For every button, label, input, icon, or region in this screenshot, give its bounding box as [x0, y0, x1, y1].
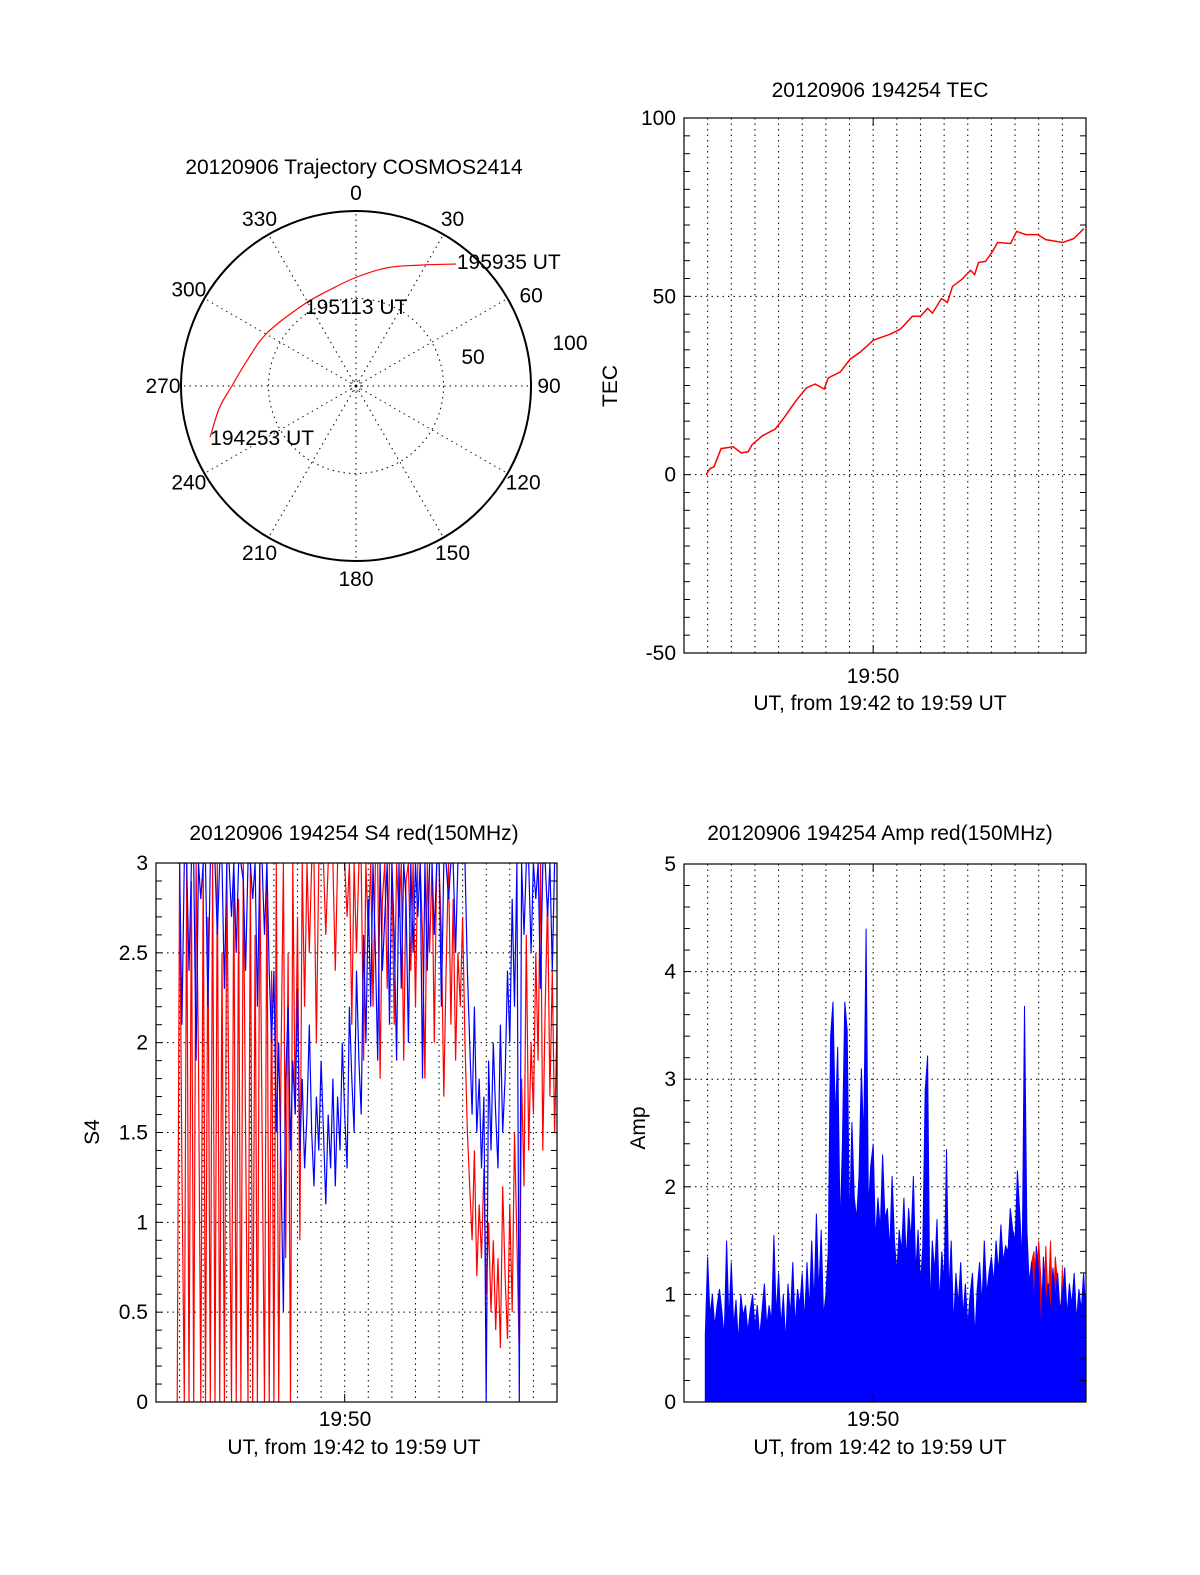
annotation-start-time: 194253 UT: [210, 427, 314, 450]
tec-ticks: -50 0 50 100: [641, 107, 1087, 665]
polar-radius-label-50: 50: [461, 346, 484, 369]
trajectory-polar-plot: 20120906 Trajectory COSMOS2414 0 30 60 90 12…: [145, 156, 587, 591]
trajectory-line: [209, 263, 456, 438]
polar-azimuth-label-270: 270: [145, 375, 180, 398]
y-tick-label: 1: [136, 1211, 148, 1234]
tec-plot: 20120906 194254 TEC -50 0 50 100 19:50 UT, …: [599, 79, 1087, 715]
polar-azimuth-label-180: 180: [338, 568, 373, 591]
y-tick-label: 2: [136, 1032, 148, 1055]
y-tick-label: 0: [136, 1391, 148, 1414]
polar-azimuth-label-60: 60: [519, 285, 542, 308]
s4-ticks: 0 0.5 1 1.5 2 2.5 3: [119, 852, 558, 1414]
tec-grid: [684, 118, 1086, 653]
y-tick-label: 50: [653, 285, 676, 308]
tec-xtick-label: 19:50: [847, 665, 900, 688]
y-tick-label: 5: [664, 853, 676, 876]
polar-azimuth-label-240: 240: [171, 472, 206, 495]
s4-xlabel: UT, from 19:42 to 19:59 UT: [227, 1436, 480, 1459]
tec-line: [705, 228, 1085, 476]
tec-xlabel: UT, from 19:42 to 19:59 UT: [753, 692, 1006, 715]
y-tick-label: 1: [664, 1283, 676, 1306]
s4-blue-line: [177, 863, 557, 1402]
y-tick-label: 1.5: [119, 1122, 148, 1145]
y-tick-label: 2: [664, 1176, 676, 1199]
amp-data: [704, 928, 1087, 1403]
tec-title: 20120906 194254 TEC: [772, 79, 989, 102]
s4-red-line: [176, 863, 557, 1402]
polar-azimuth-label-330: 330: [242, 208, 277, 231]
y-tick-label: 4: [664, 961, 676, 984]
polar-outer-circle: [180, 210, 532, 562]
amp-xtick-label: 19:50: [847, 1408, 900, 1431]
polar-grid: [180, 210, 532, 562]
polar-circle-50: [268, 298, 444, 474]
s4-xtick-label: 19:50: [319, 1408, 372, 1431]
y-tick-label: 0: [664, 464, 676, 487]
plot-frame: [155, 862, 558, 1403]
y-tick-label: 0.5: [119, 1301, 148, 1324]
plot-frame: [683, 117, 1087, 654]
y-tick-label: 3: [664, 1068, 676, 1091]
polar-azimuth-label-30: 30: [441, 208, 464, 231]
s4-title: 20120906 194254 S4 red(150MHz): [189, 822, 518, 845]
amp-blue-area: [704, 928, 1087, 1403]
polar-azimuth-label-0: 0: [350, 182, 362, 205]
s4-data: [176, 863, 557, 1402]
polar-azimuth-label-210: 210: [242, 542, 277, 565]
polar-azimuth-label-120: 120: [506, 472, 541, 495]
amp-plot: 20120906 194254 Amp red(150MHz) 0 1 2 3 4 5 1…: [627, 822, 1087, 1459]
polar-azimuth-label-90: 90: [537, 375, 560, 398]
y-tick-label: 100: [641, 107, 676, 130]
amp-ticks: 0 1 2 3 4 5: [664, 853, 1087, 1414]
polar-azimuth-label-300: 300: [171, 279, 206, 302]
amp-grid: [684, 864, 1086, 1402]
polar-title: 20120906 Trajectory COSMOS2414: [185, 156, 523, 179]
tec-ylabel: TEC: [599, 365, 622, 407]
y-tick-label: -50: [646, 642, 676, 665]
amp-xlabel: UT, from 19:42 to 19:59 UT: [753, 1436, 1006, 1459]
polar-radius-label-100: 100: [552, 332, 587, 355]
tec-data: [705, 228, 1085, 476]
annotation-end-time: 195935 UT: [457, 251, 561, 274]
polar-azimuth-ticks: 0 30 60 90 120 150 180 210 240 270 300 330: [145, 182, 560, 591]
s4-ylabel: S4: [81, 1119, 104, 1145]
s4-plot: 20120906 194254 S4 red(150MHz) 0 0.5 1 1.5 2…: [81, 822, 558, 1459]
amp-ylabel: Amp: [627, 1106, 650, 1149]
annotation-middle-time: 195113 UT: [305, 296, 408, 319]
polar-azimuth-label-150: 150: [435, 542, 470, 565]
y-tick-label: 0: [664, 1391, 676, 1414]
amp-title: 20120906 194254 Amp red(150MHz): [707, 822, 1053, 845]
plot-frame: [683, 863, 1087, 1403]
polar-center-mark: [350, 380, 362, 392]
y-tick-label: 3: [136, 852, 148, 875]
y-tick-label: 2.5: [119, 942, 148, 965]
